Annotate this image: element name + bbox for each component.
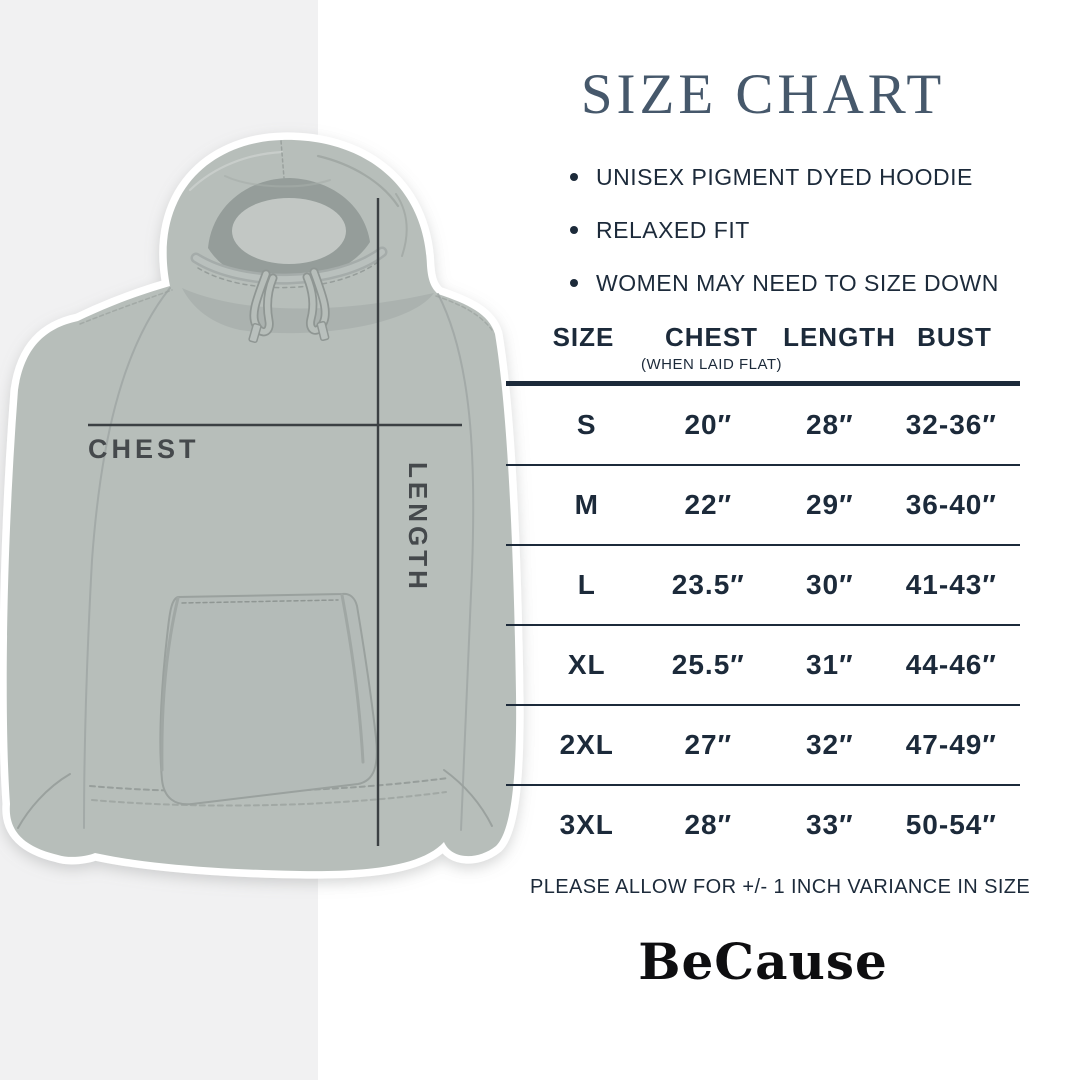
cell-size: S [576, 409, 597, 440]
cell-size: 3XL [559, 809, 614, 840]
table-header-row: SIZE CHEST LENGTH BUST (WHEN LAID FLAT) [506, 322, 1020, 386]
cell-chest: 27″ [684, 729, 733, 760]
hoodie-details [17, 140, 493, 831]
kangaroo-pocket [159, 592, 378, 806]
brand-logo: BeCause [638, 932, 888, 991]
drawstrings [248, 267, 330, 344]
cell-bust: 32-36″ [905, 409, 997, 440]
cell-size: M [574, 489, 599, 520]
table-row: 3XL 28″ 33″ 50-54″ [506, 786, 1020, 864]
feature-bullet-list: UNISEX PIGMENT DYED HOODIE RELAXED FIT W… [568, 162, 999, 321]
cell-bust: 47-49″ [905, 729, 997, 760]
cell-chest: 28″ [684, 809, 733, 840]
page-title: SIZE CHART [580, 63, 946, 126]
cell-length: 30″ [805, 569, 854, 600]
size-chart-table: SIZE CHEST LENGTH BUST (WHEN LAID FLAT) … [506, 322, 1020, 864]
bullet-dot-icon [570, 173, 578, 181]
table-row: L 23.5″ 30″ 41-43″ [506, 546, 1020, 626]
cell-chest: 25.5″ [671, 649, 745, 680]
bullet-item: RELAXED FIT [568, 215, 999, 245]
cell-chest: 23.5″ [671, 569, 745, 600]
bullet-text: UNISEX PIGMENT DYED HOODIE [596, 164, 973, 190]
chest-subnote: (WHEN LAID FLAT) [640, 356, 783, 373]
cell-chest: 22″ [684, 489, 733, 520]
table-row: M 22″ 29″ 36-40″ [506, 466, 1020, 546]
measurement-overlay: CHEST LENGTH [88, 198, 462, 846]
cell-length: 31″ [805, 649, 854, 680]
hoodie-photo: CHEST LENGTH [0, 132, 524, 879]
column-header-length: LENGTH [783, 322, 896, 352]
chest-measure-label: CHEST [88, 434, 200, 464]
table-row: S 20″ 28″ 32-36″ [506, 386, 1020, 466]
cell-length: 33″ [805, 809, 854, 840]
cell-length: 28″ [805, 409, 854, 440]
table-row: XL 25.5″ 31″ 44-46″ [506, 626, 1020, 706]
cell-length: 29″ [805, 489, 854, 520]
bullet-text: WOMEN MAY NEED TO SIZE DOWN [596, 270, 999, 296]
cell-bust: 36-40″ [905, 489, 997, 520]
variance-note: PLEASE ALLOW FOR +/- 1 INCH VARIANCE IN … [530, 876, 1031, 898]
hoodie-silhouette [0, 132, 524, 879]
hood-lining [232, 198, 346, 264]
cell-chest: 20″ [684, 409, 733, 440]
cell-bust: 50-54″ [905, 809, 997, 840]
cell-size: XL [567, 649, 606, 680]
cell-bust: 41-43″ [905, 569, 997, 600]
bullet-item: WOMEN MAY NEED TO SIZE DOWN [568, 268, 999, 298]
bullet-dot-icon [570, 279, 578, 287]
bullet-text: RELAXED FIT [596, 217, 750, 243]
column-header-chest: CHEST [664, 322, 759, 352]
bullet-dot-icon [570, 226, 578, 234]
column-header-size: SIZE [552, 322, 615, 352]
cell-size: 2XL [559, 729, 614, 760]
cell-length: 32″ [805, 729, 854, 760]
length-measure-label: LENGTH [403, 462, 433, 593]
cell-bust: 44-46″ [905, 649, 997, 680]
column-header-bust: BUST [917, 322, 992, 352]
bullet-item: UNISEX PIGMENT DYED HOODIE [568, 162, 999, 192]
table-row: 2XL 27″ 32″ 47-49″ [506, 706, 1020, 786]
cell-size: L [577, 569, 596, 600]
